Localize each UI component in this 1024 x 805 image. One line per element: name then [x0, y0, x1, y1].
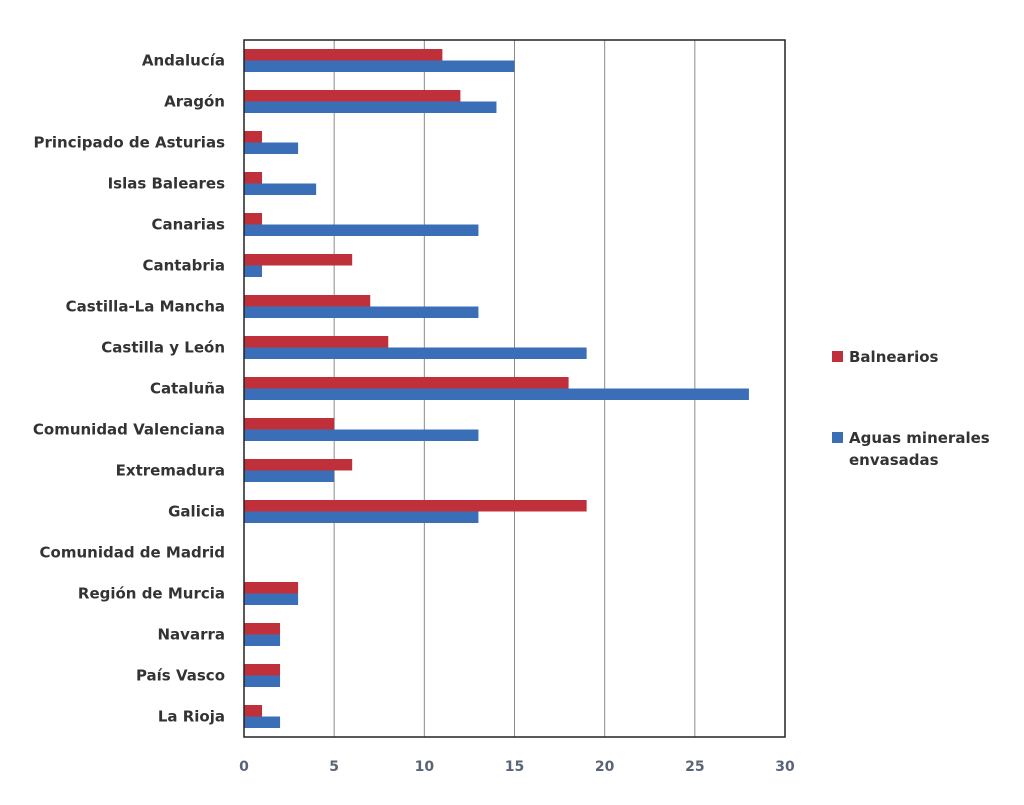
- bar-aguas-minerales: [244, 470, 335, 482]
- bar-aguas-minerales: [244, 675, 281, 687]
- bar-aguas-minerales: [244, 593, 299, 605]
- x-tick-label: 10: [415, 759, 435, 775]
- bar-balnearios: [244, 705, 263, 717]
- x-tick-label: 30: [775, 759, 795, 775]
- bar-balnearios: [244, 213, 263, 225]
- category-label: Islas Baleares: [108, 175, 225, 193]
- legend-swatch: [832, 351, 843, 362]
- x-tick-label: 25: [685, 759, 704, 775]
- legend-label: Balnearios: [849, 348, 939, 366]
- bar-balnearios: [244, 582, 299, 594]
- bar-aguas-minerales: [244, 60, 515, 72]
- x-tick-label: 20: [595, 759, 615, 775]
- category-label: Canarias: [151, 216, 225, 234]
- bar-balnearios: [244, 90, 461, 102]
- bar-balnearios: [244, 131, 263, 143]
- category-label: Navarra: [158, 626, 226, 644]
- bars: [244, 49, 749, 728]
- bar-balnearios: [244, 664, 281, 676]
- bar-aguas-minerales: [244, 224, 479, 236]
- category-label: Comunidad Valenciana: [33, 421, 225, 439]
- bar-balnearios: [244, 459, 353, 471]
- bar-aguas-minerales: [244, 142, 299, 154]
- legend: Balnearios Aguas minerales envasadas: [832, 348, 990, 469]
- category-label: Andalucía: [142, 52, 225, 70]
- category-label: Galicia: [168, 503, 225, 521]
- category-label: Región de Murcia: [78, 585, 225, 603]
- bar-aguas-minerales: [244, 265, 263, 277]
- bar-balnearios: [244, 336, 389, 348]
- category-label: Castilla-La Mancha: [66, 298, 225, 316]
- category-label: Aragón: [164, 93, 225, 111]
- category-label: Castilla y León: [101, 339, 225, 357]
- category-label: Cataluña: [150, 380, 225, 398]
- bar-aguas-minerales: [244, 634, 281, 646]
- category-label: Cantabria: [143, 257, 226, 275]
- category-label: Comunidad de Madrid: [40, 544, 225, 562]
- bar-balnearios: [244, 254, 353, 266]
- category-label: Principado de Asturias: [34, 134, 226, 152]
- bar-balnearios: [244, 623, 281, 635]
- plot-area-frame: [243, 39, 786, 738]
- x-tick-labels: 0 5 10 15 20 25 30: [239, 759, 795, 775]
- x-tick-label: 0: [239, 759, 249, 775]
- bar-balnearios: [244, 377, 569, 389]
- bar-aguas-minerales: [244, 511, 479, 523]
- category-label: La Rioja: [158, 708, 225, 726]
- bar-balnearios: [244, 418, 335, 430]
- bar-balnearios: [244, 295, 371, 307]
- bar-aguas-minerales: [244, 347, 587, 359]
- legend-label: Aguas minerales envasadas: [849, 429, 990, 469]
- category-label: Extremadura: [116, 462, 225, 480]
- x-tick-label: 5: [329, 759, 339, 775]
- x-tick-label: 15: [505, 759, 524, 775]
- bar-balnearios: [244, 500, 587, 512]
- bar-balnearios: [244, 49, 443, 61]
- bar-aguas-minerales: [244, 306, 479, 318]
- bar-aguas-minerales: [244, 388, 749, 400]
- legend-swatch: [832, 432, 843, 443]
- category-label: País Vasco: [136, 667, 225, 685]
- bar-aguas-minerales: [244, 183, 317, 195]
- bar-aguas-minerales: [244, 101, 497, 113]
- bar-aguas-minerales: [244, 716, 281, 728]
- bar-aguas-minerales: [244, 429, 479, 441]
- category-labels: Andalucía Aragón Principado de Asturias Isl…: [33, 52, 225, 726]
- bar-balnearios: [244, 172, 263, 184]
